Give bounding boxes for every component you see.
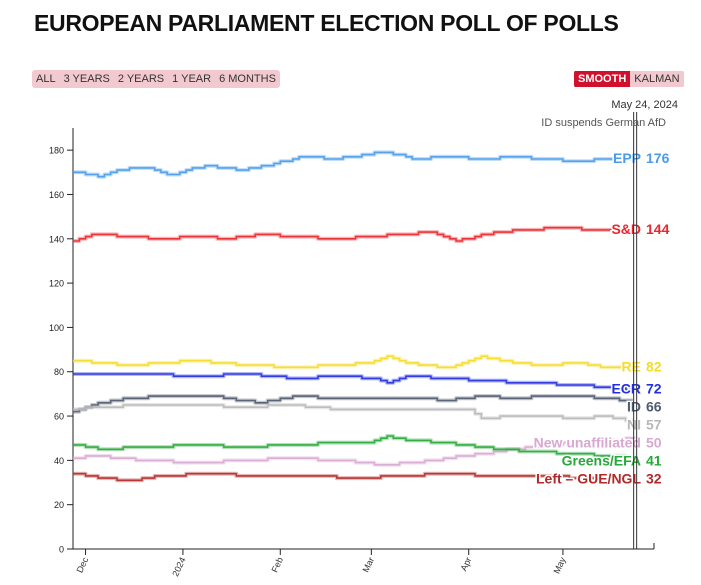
series-value-label: 41 bbox=[646, 452, 662, 468]
series-line-ecr bbox=[73, 373, 636, 391]
series-line-s-d bbox=[73, 226, 636, 242]
y-tick-label: 60 bbox=[54, 412, 64, 422]
kalman-mode-button[interactable]: KALMAN bbox=[630, 71, 684, 87]
series-end-label-ecr: ECR 72 bbox=[610, 379, 663, 398]
range-3-years-button[interactable]: 3 YEARS bbox=[63, 73, 110, 85]
y-tick-label: 120 bbox=[49, 279, 64, 289]
x-tick-label: Apr bbox=[459, 556, 474, 573]
series-end-label-greens-efa: Greens/EFA 41 bbox=[560, 451, 663, 470]
x-tick-label: Feb bbox=[269, 556, 285, 574]
series-name-label: Greens/EFA bbox=[562, 452, 641, 468]
series-line-re bbox=[73, 355, 636, 369]
annotation-text-label: ID suspends German AfD bbox=[541, 117, 666, 129]
x-tick-label: Mar bbox=[361, 556, 377, 574]
page-title: EUROPEAN PARLIAMENT ELECTION POLL OF POL… bbox=[34, 10, 619, 36]
y-tick-label: 140 bbox=[49, 234, 64, 244]
smoothing-mode-selector: SMOOTH KALMAN bbox=[574, 70, 684, 88]
series-value-label: 50 bbox=[646, 434, 662, 450]
series-halo-ni bbox=[73, 403, 636, 425]
y-tick-label: 20 bbox=[54, 500, 64, 510]
series-line-id bbox=[73, 395, 636, 413]
series-line-new-unaffiliated bbox=[73, 437, 636, 466]
x-tick-label: Dec bbox=[75, 555, 91, 574]
range-6-months-button[interactable]: 6 MONTHS bbox=[219, 73, 276, 85]
series-end-label-re: RE 82 bbox=[620, 357, 663, 376]
series-end-label-s-d: S&D 144 bbox=[610, 219, 671, 238]
range-1-year-button[interactable]: 1 YEAR bbox=[172, 73, 212, 85]
series-end-label-ni: NI 57 bbox=[626, 415, 664, 434]
range-2-years-button[interactable]: 2 YEARS bbox=[117, 73, 165, 85]
series-end-label-epp: EPP 176 bbox=[611, 149, 671, 168]
y-tick-label: 180 bbox=[49, 146, 64, 156]
x-tick-label: May bbox=[551, 555, 567, 575]
series-line-ni bbox=[73, 404, 636, 424]
series-line-left-gue-ngl bbox=[73, 472, 636, 482]
series-value-label: 176 bbox=[646, 150, 670, 166]
series-value-label: 82 bbox=[646, 358, 662, 374]
series-value-label: 57 bbox=[646, 416, 662, 432]
series-line-epp bbox=[73, 151, 636, 178]
series-name-label: Left – GUE/NGL bbox=[536, 470, 641, 486]
x-tick-label: 2024 bbox=[170, 556, 188, 578]
y-tick-label: 80 bbox=[54, 367, 64, 377]
y-tick-label: 100 bbox=[49, 323, 64, 333]
series-line-greens-efa bbox=[73, 435, 636, 459]
smooth-mode-button[interactable]: SMOOTH bbox=[574, 71, 631, 87]
series-name-label: RE bbox=[622, 358, 641, 374]
series-value-label: 144 bbox=[646, 221, 670, 237]
time-range-selector: ALL 3 YEARS 2 YEARS 1 YEAR 6 MONTHS bbox=[32, 70, 280, 88]
series-end-label-new-unaffiliated: New unaffiliated 50 bbox=[532, 433, 663, 452]
series-name-label: New unaffiliated bbox=[534, 434, 641, 450]
range-all-button[interactable]: ALL bbox=[36, 73, 56, 85]
series-value-label: 32 bbox=[646, 470, 662, 486]
series-value-label: 66 bbox=[646, 398, 662, 414]
series-value-label: 72 bbox=[646, 380, 662, 396]
y-tick-label: 160 bbox=[49, 190, 64, 200]
series-end-label-id: ID 66 bbox=[626, 397, 664, 416]
y-tick-label: 0 bbox=[59, 545, 64, 555]
y-tick-label: 40 bbox=[54, 456, 64, 466]
annotation-date-label: May 24, 2024 bbox=[611, 99, 678, 111]
series-end-label-left-gue-ngl: Left – GUE/NGL 32 bbox=[534, 469, 663, 488]
